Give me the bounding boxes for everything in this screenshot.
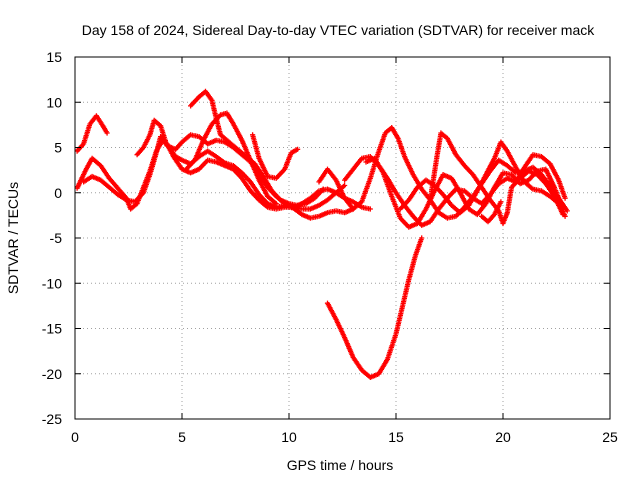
- data-point: [367, 206, 373, 212]
- series-s2: [74, 113, 110, 154]
- data-point: [295, 146, 301, 152]
- y-tick-label: 5: [54, 140, 62, 156]
- y-tick-label: -15: [42, 321, 62, 337]
- y-axis-title: SDTVAR / TECUs: [5, 182, 21, 294]
- x-tick-label: 5: [178, 429, 186, 445]
- data-point: [342, 182, 348, 189]
- data-point: [562, 195, 568, 201]
- data-marks: [74, 88, 570, 380]
- data-point: [273, 201, 279, 207]
- y-tick-label: 10: [46, 94, 62, 110]
- x-tick-label: 10: [281, 429, 297, 445]
- series-s13: [397, 139, 568, 219]
- y-tick-label: 0: [54, 185, 62, 201]
- data-point: [320, 186, 326, 192]
- series-s14: [479, 199, 504, 225]
- data-point: [562, 213, 568, 219]
- data-point: [564, 208, 570, 214]
- series-s7: [250, 132, 301, 181]
- y-tick-label: -10: [42, 275, 62, 291]
- series-s11: [363, 155, 566, 230]
- data-point: [419, 235, 425, 241]
- grid: [75, 57, 610, 419]
- y-tick-label: -20: [42, 366, 62, 382]
- x-axis-title: GPS time / hours: [287, 457, 394, 473]
- chart-title: Day 158 of 2024, Sidereal Day-to-day VTE…: [82, 22, 595, 38]
- data-point: [498, 199, 504, 205]
- x-tick-label: 25: [602, 429, 618, 445]
- y-tick-label: -25: [42, 411, 62, 427]
- axis-ticks: 0 5 10 15 20 25 -25 -20 -15 -10 -5 0 5 10 15: [42, 49, 618, 445]
- x-tick-label: 0: [71, 429, 79, 445]
- data-point: [104, 130, 110, 136]
- series-s8: [324, 235, 425, 380]
- x-tick-label: 20: [495, 429, 511, 445]
- y-tick-label: 15: [46, 49, 62, 65]
- x-tick-label: 15: [388, 429, 404, 445]
- series-s6: [183, 110, 279, 207]
- y-tick-label: -5: [50, 230, 63, 246]
